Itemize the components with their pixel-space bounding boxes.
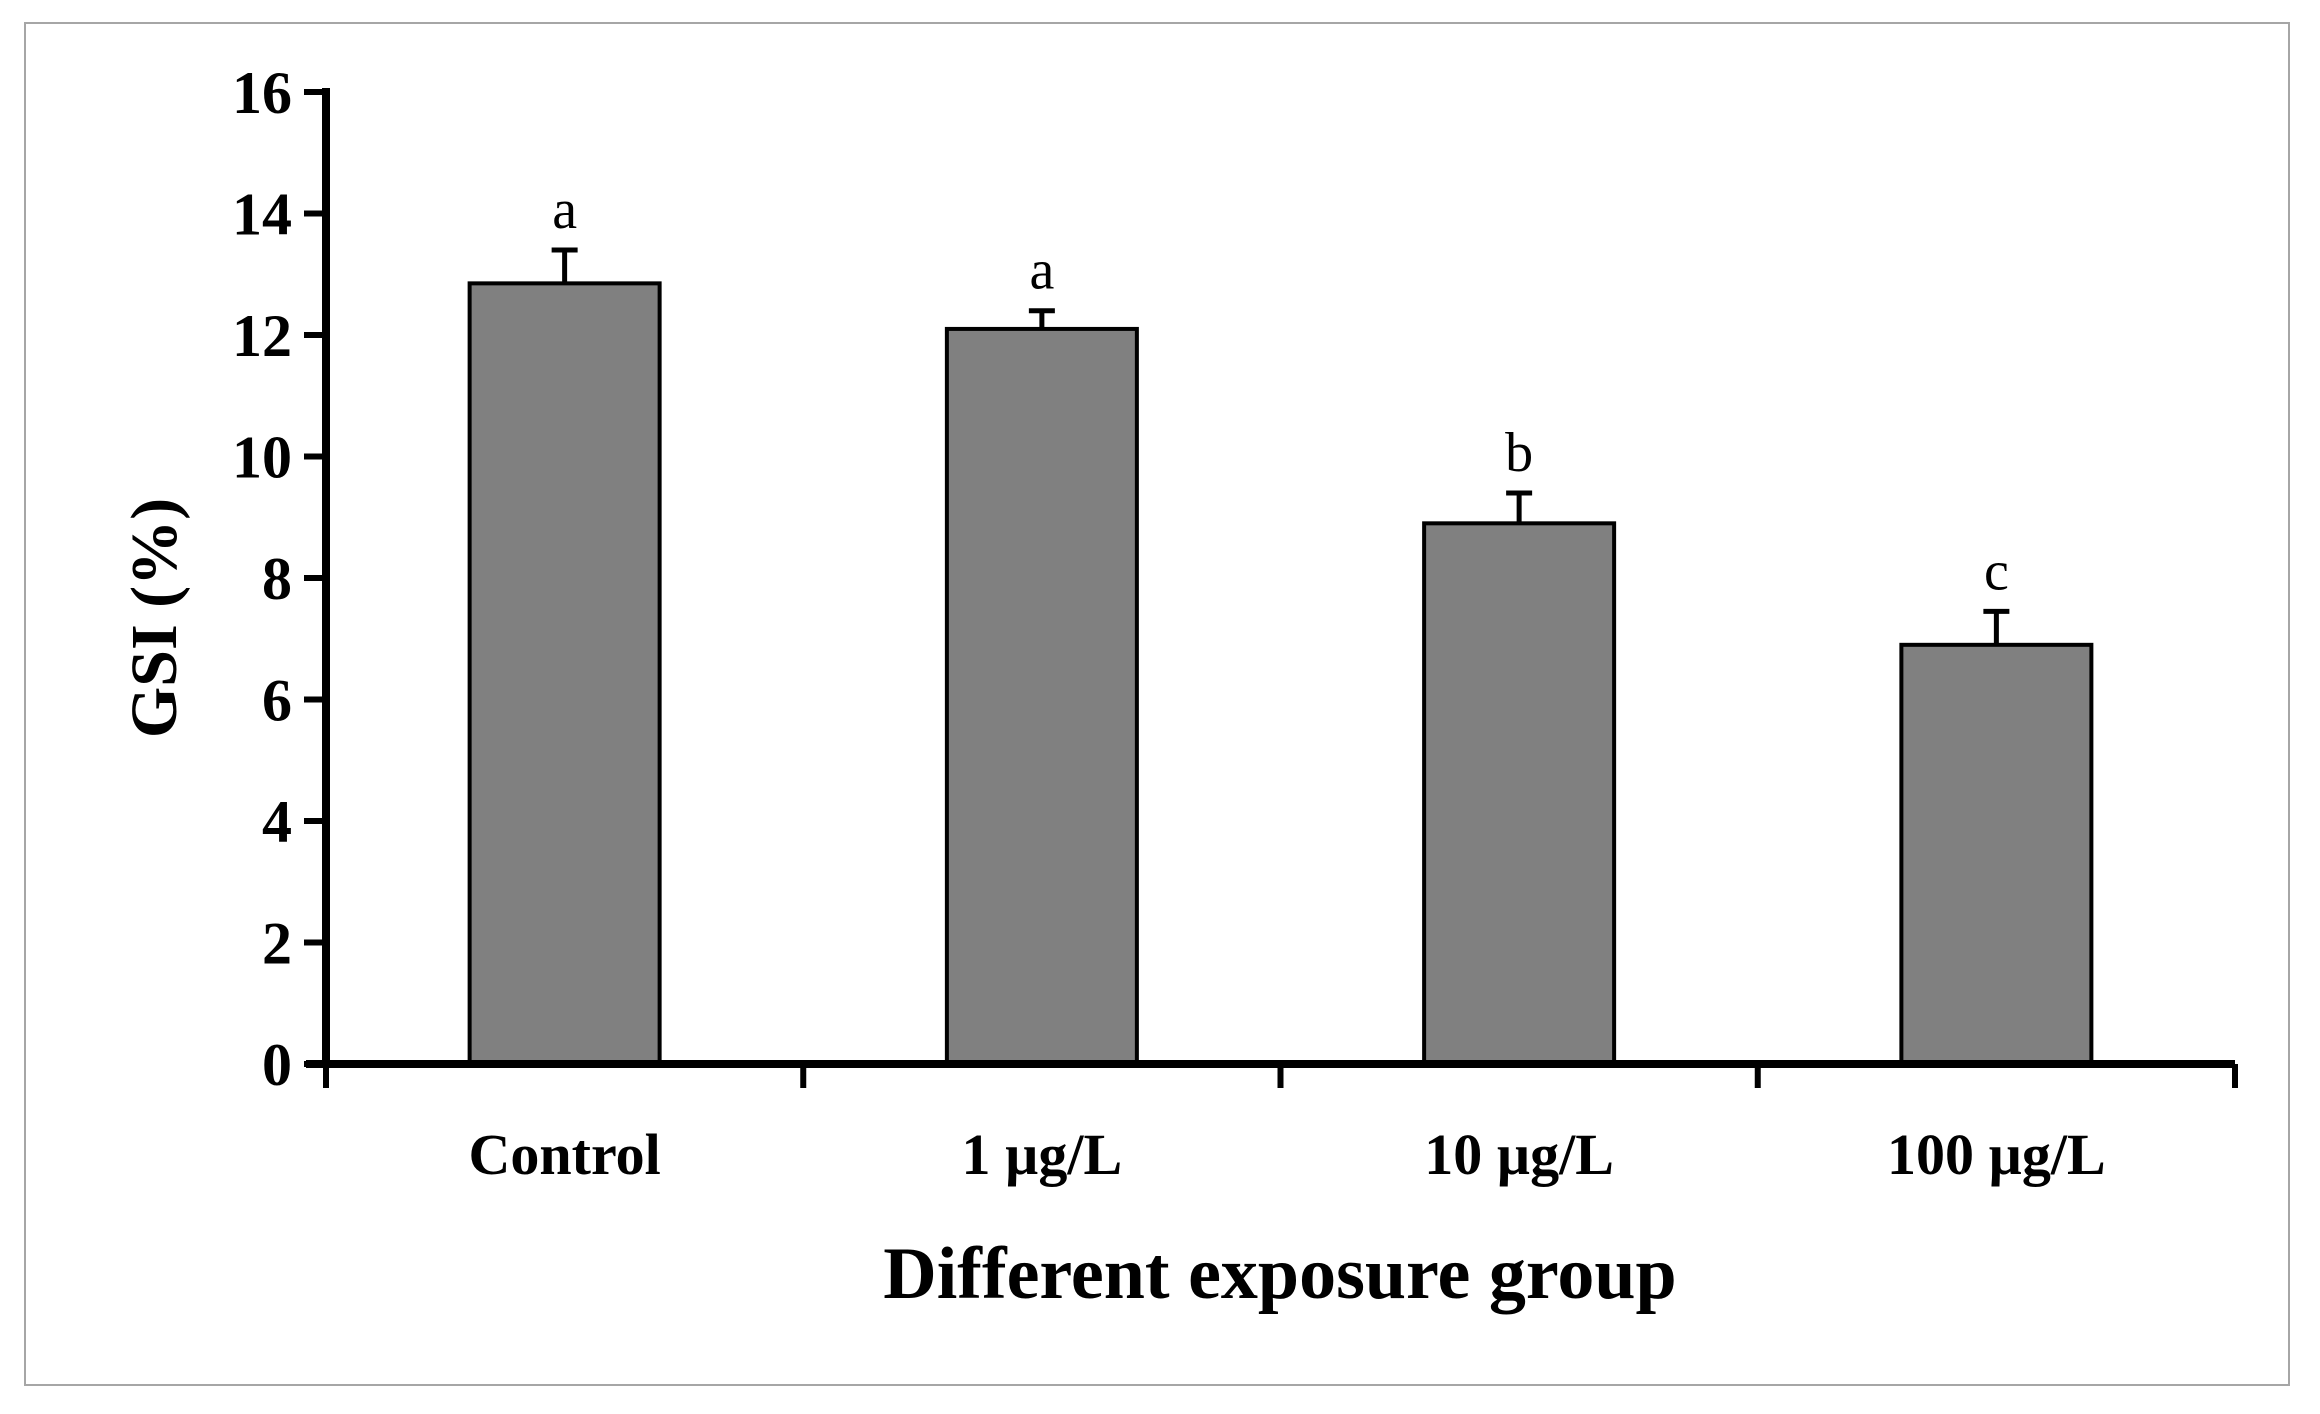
- y-tick-label: 12: [232, 303, 292, 369]
- y-tick-label: 16: [232, 60, 292, 126]
- significance-label: a: [552, 179, 577, 241]
- y-axis-title: GSI (%): [118, 498, 191, 738]
- bar: [944, 326, 1139, 1066]
- x-axis-title: Different exposure group: [883, 1233, 1676, 1315]
- y-tick-label: 6: [262, 668, 292, 734]
- x-category-label: 10 µg/L: [1424, 1122, 1614, 1187]
- significance-label: a: [1029, 240, 1054, 302]
- x-category-label: 1 µg/L: [962, 1122, 1123, 1187]
- significance-label: b: [1505, 422, 1533, 484]
- x-category-label: 100 µg/L: [1887, 1122, 2106, 1187]
- marks-layer: a a b c: [467, 179, 2094, 1066]
- y-tick-label: 2: [262, 911, 292, 977]
- bar: [1422, 521, 1617, 1066]
- y-tick-label: 10: [232, 425, 292, 491]
- y-tick-label: 8: [262, 546, 292, 612]
- bar: [467, 281, 662, 1066]
- y-tick-label: 14: [232, 182, 292, 248]
- ticks-layer: 0 2 4 6 8 10 12 14 16 Control 1 µg/L 10 µg/L 100 µg/…: [232, 60, 2238, 1187]
- significance-label: c: [1984, 540, 2009, 602]
- y-tick-label: 0: [262, 1032, 292, 1098]
- y-tick-label: 4: [262, 789, 292, 855]
- bar: [1899, 642, 2094, 1066]
- x-category-label: Control: [468, 1122, 660, 1187]
